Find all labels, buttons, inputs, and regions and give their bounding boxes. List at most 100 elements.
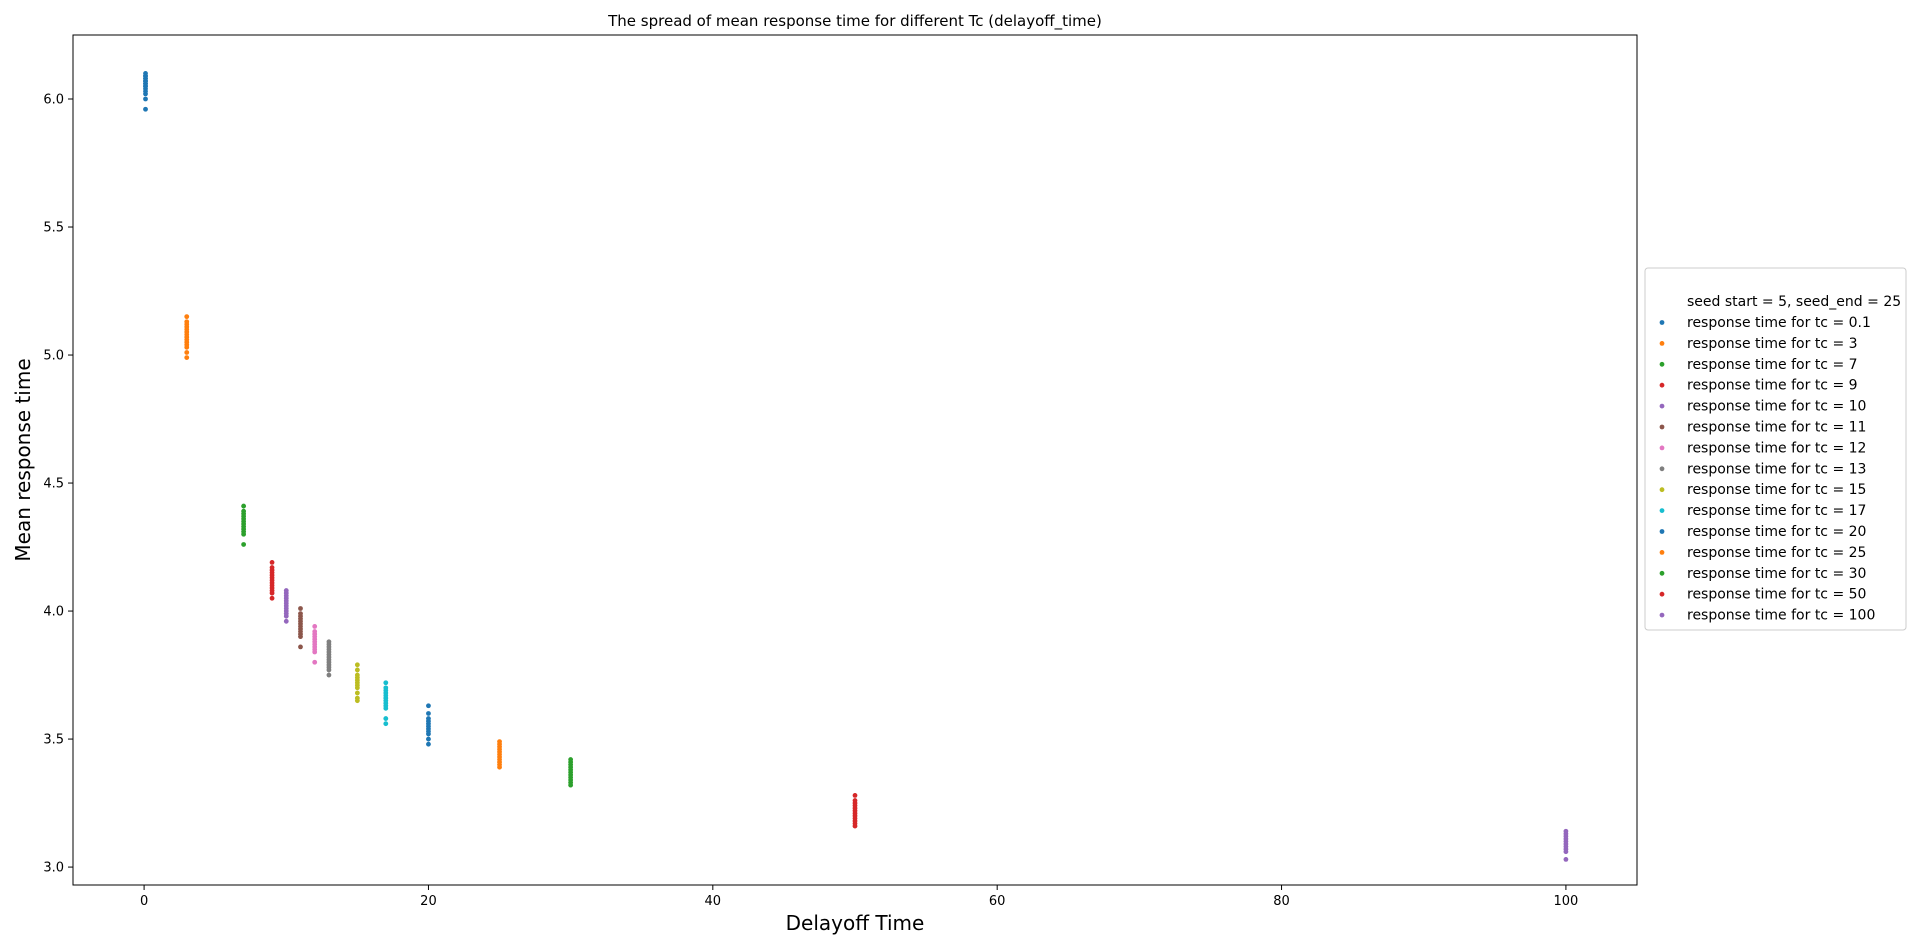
x-tick-label: 80 bbox=[1273, 894, 1290, 909]
legend-entry-label: response time for tc = 17 bbox=[1687, 503, 1866, 519]
legend-entry-label: response time for tc = 20 bbox=[1687, 524, 1866, 540]
data-point bbox=[426, 711, 431, 716]
legend-marker bbox=[1659, 570, 1665, 576]
data-point bbox=[269, 560, 275, 565]
series-points bbox=[497, 739, 502, 770]
data-point bbox=[143, 106, 148, 112]
data-point bbox=[298, 644, 303, 650]
data-point bbox=[326, 639, 332, 645]
data-point bbox=[426, 736, 431, 742]
series-points bbox=[241, 503, 247, 547]
series-points bbox=[1563, 828, 1569, 862]
x-tick-label: 0 bbox=[140, 894, 148, 909]
data-point bbox=[852, 792, 858, 798]
data-points bbox=[143, 71, 1569, 862]
legend-entry-label: response time for tc = 3 bbox=[1687, 336, 1858, 352]
y-tick-label: 5.0 bbox=[43, 349, 64, 364]
data-point bbox=[184, 314, 190, 320]
data-point bbox=[383, 721, 389, 727]
data-point bbox=[184, 355, 190, 360]
legend-frame bbox=[1644, 267, 1907, 631]
data-point bbox=[354, 690, 360, 696]
series-points bbox=[312, 624, 318, 665]
series-points bbox=[283, 588, 289, 624]
data-point bbox=[354, 672, 360, 678]
series-points bbox=[269, 560, 275, 601]
x-tick-label: 40 bbox=[705, 894, 722, 909]
data-point bbox=[283, 618, 289, 624]
data-point bbox=[1563, 856, 1569, 862]
legend-entry-label: response time for tc = 100 bbox=[1687, 608, 1875, 624]
y-tick-label: 4.0 bbox=[43, 605, 64, 620]
legend-entry-label: response time for tc = 11 bbox=[1687, 420, 1866, 436]
legend-entry-label: response time for tc = 7 bbox=[1687, 357, 1858, 373]
legend-marker bbox=[1659, 361, 1665, 367]
legend-marker bbox=[1659, 403, 1665, 409]
y-tick-label: 5.5 bbox=[43, 221, 64, 236]
data-point bbox=[426, 716, 431, 721]
series-points bbox=[383, 680, 389, 727]
y-tick-label: 3.5 bbox=[43, 733, 64, 748]
data-point bbox=[383, 680, 389, 686]
legend-header: seed start = 5, seed_end = 25 bbox=[1687, 294, 1901, 310]
legend-marker bbox=[1659, 550, 1665, 555]
data-point bbox=[298, 606, 303, 611]
legend-marker bbox=[1659, 445, 1665, 451]
data-point bbox=[852, 798, 858, 803]
data-point bbox=[1563, 828, 1569, 834]
series-points bbox=[298, 606, 303, 650]
data-point bbox=[312, 659, 318, 665]
legend-marker bbox=[1659, 487, 1665, 493]
plot-frame bbox=[72, 34, 1638, 886]
legend-marker bbox=[1659, 320, 1665, 325]
data-point bbox=[383, 685, 389, 691]
y-tick-label: 4.5 bbox=[43, 477, 64, 492]
series-points bbox=[568, 757, 574, 788]
legend-entry-label: response time for tc = 30 bbox=[1687, 566, 1866, 582]
data-point bbox=[568, 757, 574, 762]
data-point bbox=[241, 542, 247, 547]
x-tick-label: 20 bbox=[420, 894, 437, 909]
data-point bbox=[269, 595, 275, 601]
data-point bbox=[184, 319, 190, 325]
legend-entry-label: response time for tc = 50 bbox=[1687, 587, 1866, 603]
legend-marker bbox=[1659, 529, 1665, 534]
data-point bbox=[497, 739, 502, 745]
legend-entry-label: response time for tc = 12 bbox=[1687, 440, 1866, 456]
legend-marker bbox=[1659, 591, 1665, 597]
y-tick-label: 3.0 bbox=[43, 861, 64, 876]
legend-marker bbox=[1659, 466, 1665, 472]
data-point bbox=[298, 611, 303, 617]
data-point bbox=[184, 350, 190, 355]
series-points bbox=[852, 792, 858, 829]
data-point bbox=[312, 629, 318, 634]
x-tick-label: 60 bbox=[989, 894, 1006, 909]
y-axis: 3.0 3.5 4.0 4.5 5.0 5.5 6.0 bbox=[43, 93, 73, 876]
legend-entry-label: response time for tc = 13 bbox=[1687, 461, 1866, 477]
legend-entry-label: response time for tc = 15 bbox=[1687, 482, 1866, 498]
legend-marker bbox=[1659, 424, 1665, 430]
legend: seed start = 5, seed_end = 25 response t… bbox=[1644, 267, 1907, 631]
y-tick-label: 6.0 bbox=[43, 93, 64, 108]
data-point bbox=[283, 588, 289, 593]
data-point bbox=[354, 695, 360, 701]
chart-title: The spread of mean response time for dif… bbox=[607, 12, 1102, 31]
data-point bbox=[326, 672, 332, 678]
legend-entry-label: response time for tc = 0.1 bbox=[1687, 315, 1871, 331]
data-point bbox=[312, 624, 318, 629]
legend-marker bbox=[1659, 341, 1665, 346]
y-axis-title: Mean response time bbox=[11, 358, 35, 561]
series-points bbox=[354, 662, 360, 704]
legend-marker bbox=[1659, 382, 1665, 388]
data-point bbox=[426, 741, 431, 747]
series-points bbox=[143, 71, 148, 112]
legend-entry-label: response time for tc = 25 bbox=[1687, 545, 1866, 561]
data-point bbox=[354, 667, 360, 673]
data-point bbox=[241, 503, 247, 509]
data-point bbox=[241, 508, 247, 514]
series-points bbox=[426, 703, 431, 747]
data-point bbox=[143, 96, 148, 102]
x-axis-title: Delayoff Time bbox=[786, 911, 925, 935]
data-point bbox=[143, 71, 148, 76]
